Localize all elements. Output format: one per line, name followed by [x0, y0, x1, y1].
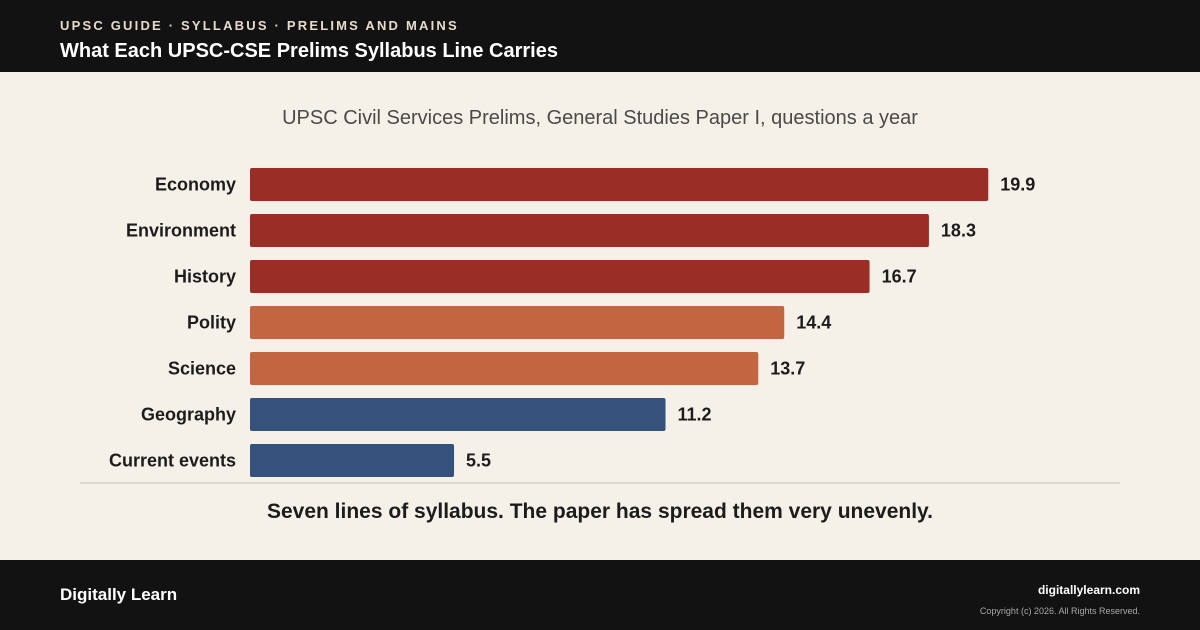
breadcrumb: UPSC GUIDE · SYLLABUS · PRELIMS AND MAIN… — [60, 18, 459, 33]
brand-logo-text[interactable]: Digitally Learn — [60, 585, 178, 604]
page-title: What Each UPSC-CSE Prelims Syllabus Line… — [60, 40, 558, 62]
bar-polity — [250, 306, 785, 339]
footer-bar: Digitally Learn digitallylearn.com Copyr… — [0, 560, 1200, 630]
tick-label-geography: Geography — [141, 405, 236, 425]
tick-label-history: History — [174, 267, 236, 287]
copyright-text: Copyright (c) 2026. All Rights Reserved. — [979, 606, 1140, 616]
bar-current-events — [250, 444, 455, 477]
bar-environment — [250, 214, 929, 247]
tick-label-current-events: Current events — [109, 451, 236, 471]
data-label-environment: 18.3 — [941, 221, 976, 241]
bar-history — [250, 260, 870, 293]
data-label-geography: 11.2 — [678, 405, 712, 425]
bar-chart: Economy 19.9 Environment 18.3 History 16.7 Pol… — [80, 168, 1120, 484]
data-label-economy: 19.9 — [1000, 175, 1035, 195]
chart-caption: Seven lines of syllabus. The paper has s… — [266, 500, 934, 523]
site-link[interactable]: digitallylearn.com — [1037, 583, 1140, 597]
chart-title: UPSC Civil Services Prelims, General Stu… — [282, 107, 918, 129]
tick-label-polity: Polity — [187, 313, 236, 333]
bar-science — [250, 352, 759, 385]
bar-geography — [250, 398, 666, 431]
tick-label-science: Science — [168, 359, 236, 379]
data-label-polity: 14.4 — [796, 313, 831, 333]
data-label-science: 13.7 — [770, 359, 805, 379]
bar-economy — [250, 168, 989, 201]
data-label-current-events: 5.5 — [466, 451, 491, 471]
tick-label-environment: Environment — [126, 221, 236, 241]
tick-label-economy: Economy — [155, 175, 236, 195]
header-bar: UPSC GUIDE · SYLLABUS · PRELIMS AND MAIN… — [0, 0, 1200, 72]
data-label-history: 16.7 — [882, 267, 917, 287]
